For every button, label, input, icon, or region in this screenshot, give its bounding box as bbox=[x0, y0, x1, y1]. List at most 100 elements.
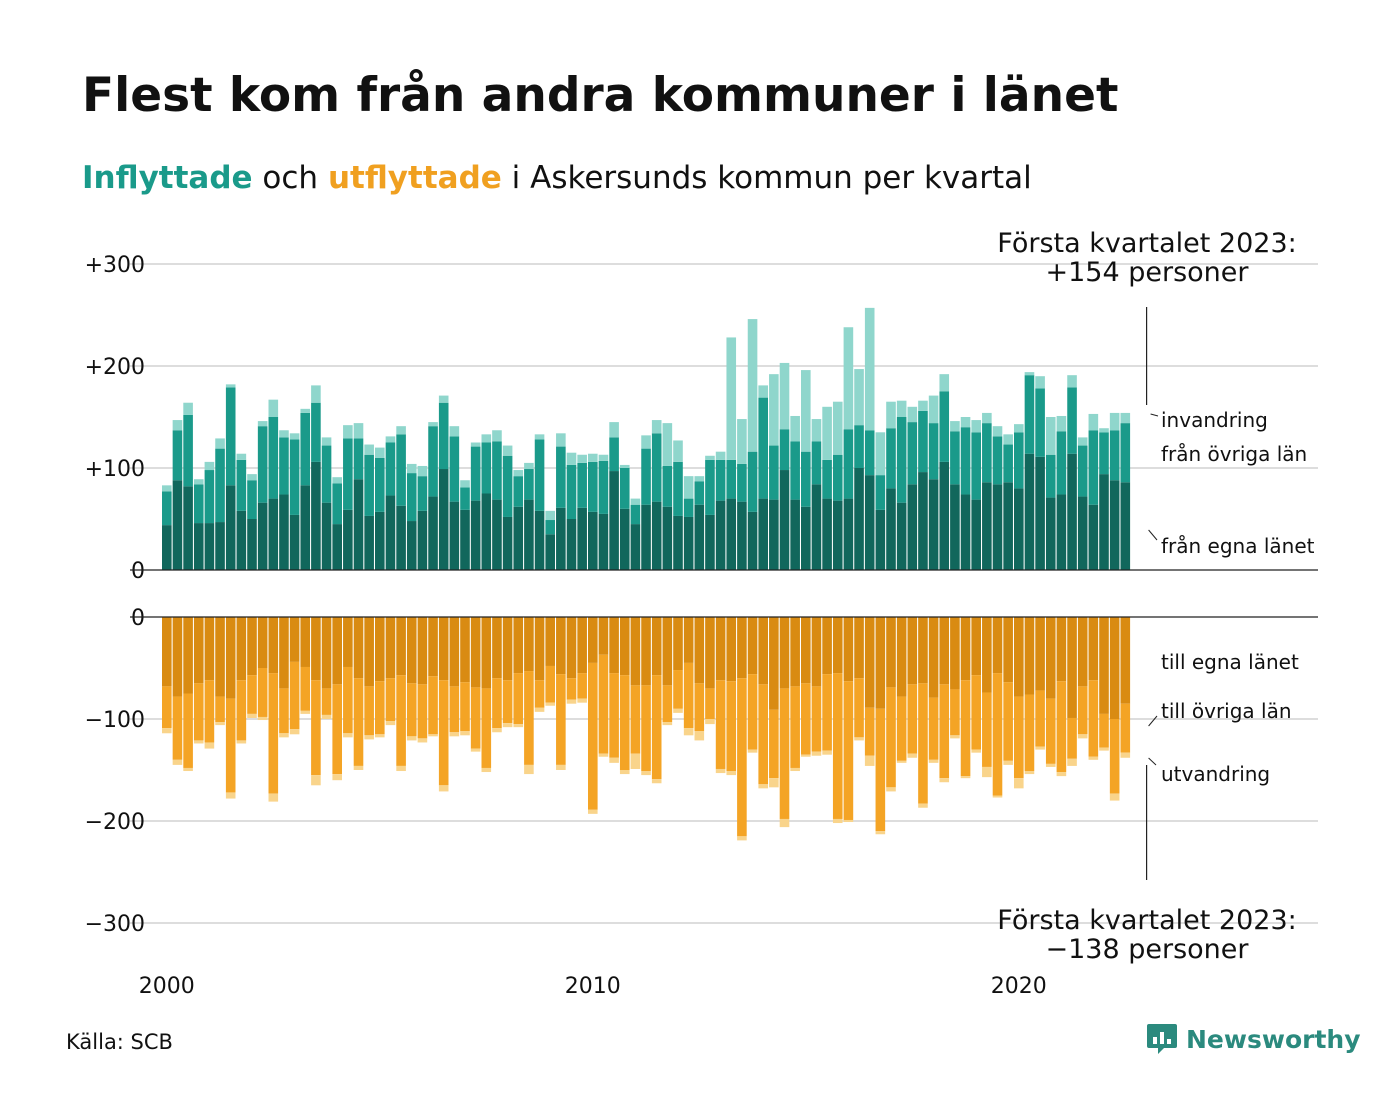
bar-in-segment bbox=[225, 387, 236, 486]
bar-out-segment bbox=[939, 684, 950, 779]
bar-in-segment bbox=[886, 488, 896, 570]
bar-out-segment bbox=[375, 617, 385, 682]
bar-out-segment bbox=[694, 617, 705, 684]
bar-out-segment bbox=[907, 617, 918, 685]
bar-in-segment bbox=[545, 534, 555, 570]
bar-in-segment bbox=[1109, 480, 1120, 570]
bar-in-segment bbox=[737, 501, 747, 570]
bar-out-segment bbox=[311, 680, 321, 776]
bar-out-segment bbox=[417, 684, 428, 739]
bar-out-segment bbox=[513, 617, 524, 674]
bar-out-segment bbox=[843, 681, 854, 820]
bar-in-segment bbox=[460, 487, 470, 510]
bar-out-segment bbox=[715, 768, 726, 774]
bar-in-segment bbox=[864, 307, 875, 431]
bar-in-segment bbox=[598, 513, 609, 570]
bar-in-segment bbox=[1120, 482, 1131, 570]
bar-out-segment bbox=[417, 617, 428, 685]
bar-out-segment bbox=[971, 617, 981, 676]
bar-in-segment bbox=[534, 434, 545, 440]
bar-out-segment bbox=[769, 709, 779, 779]
bar-in-segment bbox=[1003, 444, 1013, 483]
bar-in-segment bbox=[854, 425, 864, 468]
bar-out-segment bbox=[641, 617, 651, 686]
bar-in-segment bbox=[683, 498, 694, 517]
bar-in-segment bbox=[215, 438, 225, 449]
bar-out-segment bbox=[886, 617, 896, 688]
bar-in-segment bbox=[641, 504, 651, 570]
x-tick-label: 2000 bbox=[139, 974, 195, 999]
bar-out-segment bbox=[172, 617, 183, 697]
bar-in-segment bbox=[886, 428, 896, 489]
bar-in-segment bbox=[1099, 432, 1109, 475]
bar-out-segment bbox=[215, 617, 225, 697]
bar-in-segment bbox=[481, 434, 492, 443]
bar-out-segment bbox=[588, 809, 598, 814]
bar-out-segment bbox=[566, 617, 577, 679]
bar-out-segment bbox=[928, 697, 939, 760]
bar-in-segment bbox=[470, 446, 481, 501]
bar-in-segment bbox=[247, 519, 257, 570]
bar-out-segment bbox=[992, 673, 1003, 796]
bar-out-segment bbox=[353, 617, 364, 679]
bar-in-segment bbox=[279, 437, 289, 495]
bar-out-segment bbox=[364, 686, 374, 736]
bar-in-segment bbox=[673, 461, 683, 516]
bar-out-segment bbox=[822, 674, 832, 751]
bar-out-segment bbox=[279, 688, 289, 734]
bar-in-segment bbox=[417, 510, 428, 570]
bar-out-segment bbox=[257, 668, 268, 717]
bar-out-segment bbox=[705, 617, 715, 689]
bar-out-segment bbox=[364, 735, 374, 740]
bar-out-segment bbox=[950, 689, 960, 736]
bar-in-segment bbox=[513, 470, 524, 477]
bar-in-segment bbox=[204, 470, 215, 524]
label-till-egna-lanet: till egna länet bbox=[1161, 650, 1299, 674]
bar-in-segment bbox=[811, 441, 822, 485]
bar-out-segment bbox=[449, 686, 460, 733]
bar-out-segment bbox=[396, 675, 406, 766]
bar-out-segment bbox=[726, 617, 737, 682]
bar-in-segment bbox=[1088, 413, 1099, 431]
bar-in-segment bbox=[332, 477, 342, 484]
bar-in-segment bbox=[950, 421, 960, 432]
bar-in-segment bbox=[822, 498, 832, 570]
bar-in-segment bbox=[832, 500, 843, 570]
bar-out-segment bbox=[779, 818, 790, 828]
bar-out-segment bbox=[598, 617, 609, 655]
bar-out-segment bbox=[502, 680, 513, 724]
bar-out-segment bbox=[811, 751, 822, 756]
bar-in-segment bbox=[300, 408, 311, 413]
bar-in-segment bbox=[758, 397, 768, 499]
bar-out-segment bbox=[566, 699, 577, 704]
bar-in-segment bbox=[353, 438, 364, 480]
bar-in-segment bbox=[982, 423, 992, 483]
bar-out-segment bbox=[822, 617, 832, 675]
bar-in-segment bbox=[1077, 437, 1088, 446]
bar-in-segment bbox=[470, 442, 481, 447]
bar-in-segment bbox=[992, 484, 1003, 570]
bar-out-segment bbox=[662, 685, 673, 723]
bar-in-segment bbox=[619, 468, 630, 509]
bar-in-segment bbox=[843, 327, 854, 430]
newsworthy-brand[interactable]: Newsworthy bbox=[1146, 1022, 1361, 1056]
bar-out-segment bbox=[247, 713, 257, 718]
bar-out-segment bbox=[279, 733, 289, 738]
bar-in-segment bbox=[1014, 432, 1024, 489]
bar-in-segment bbox=[225, 485, 236, 570]
bar-out-segment bbox=[545, 665, 555, 703]
bar-in-segment bbox=[843, 498, 854, 570]
bar-in-segment bbox=[375, 447, 385, 458]
bar-in-segment bbox=[225, 384, 236, 388]
bar-out-segment bbox=[438, 617, 449, 681]
bar-in-segment bbox=[353, 479, 364, 570]
bar-out-segment bbox=[630, 685, 641, 754]
bar-in-segment bbox=[577, 454, 587, 463]
bar-in-segment bbox=[172, 430, 183, 481]
bar-out-segment bbox=[1099, 617, 1109, 714]
bar-in-segment bbox=[651, 420, 662, 434]
bar-in-segment bbox=[481, 442, 492, 494]
bar-in-segment bbox=[588, 461, 598, 512]
bar-out-segment bbox=[162, 617, 172, 687]
